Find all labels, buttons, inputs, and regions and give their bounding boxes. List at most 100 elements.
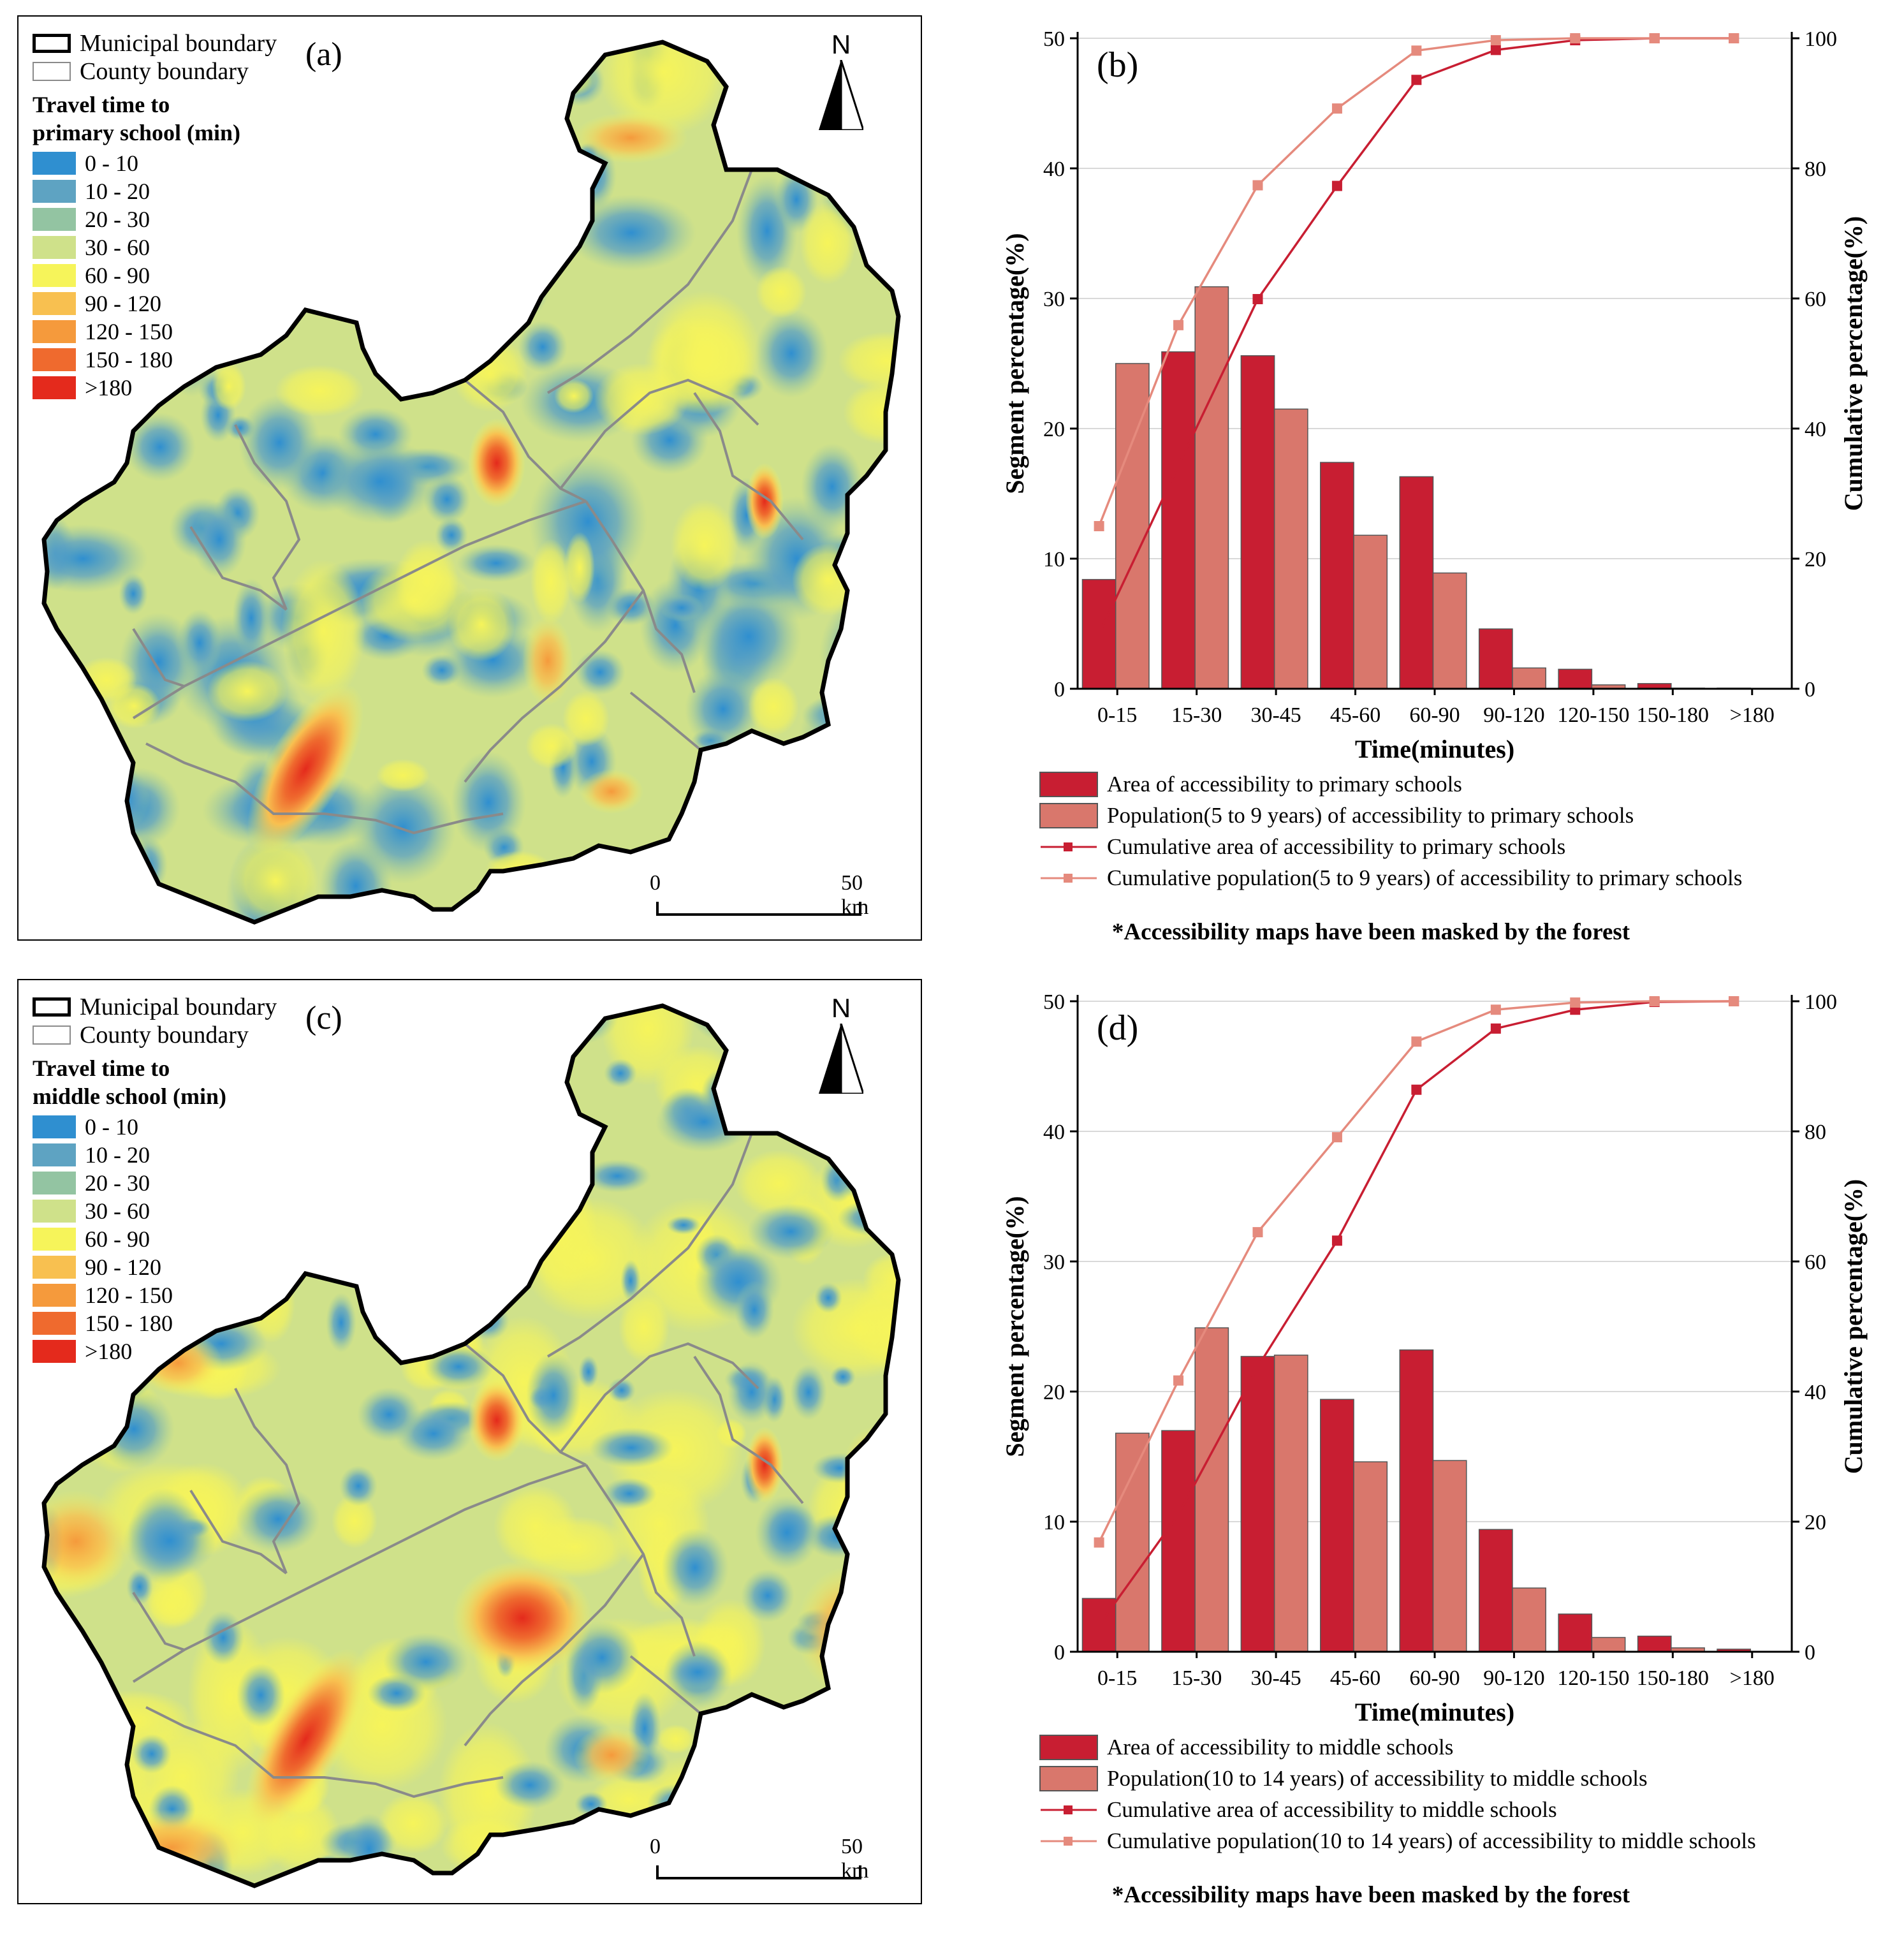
- texture-spot: [604, 1059, 637, 1088]
- texture-spot: [521, 1516, 628, 1578]
- legend-row-pop-bar: Population(5 to 9 years) of accessibilit…: [1039, 800, 1742, 831]
- texture-spot: [554, 379, 594, 413]
- legend-swatch-area: [1039, 1734, 1098, 1760]
- bar-area: [1478, 1529, 1513, 1652]
- legend-class-row: 0 - 10: [33, 149, 277, 177]
- legend-municipal-label: Municipal boundary: [80, 994, 277, 1020]
- legend-label-pop: Population(10 to 14 years) of accessibil…: [1107, 1765, 1648, 1791]
- texture-spot: [355, 1220, 377, 1256]
- map-a-legend: Municipal boundary County boundary Trave…: [33, 29, 277, 402]
- map-a-raster: [18, 17, 921, 939]
- cumulative-point: [1649, 33, 1660, 43]
- y2-tick-label: 100: [1805, 27, 1837, 51]
- cumulative-point: [1331, 103, 1342, 114]
- chart-panel-b: 0 10 20 30 40 50 0 20 40 60 80 100 0-15 15-30 30-45 45-…: [995, 13, 1894, 950]
- hotspot-south-center: [452, 1561, 592, 1675]
- texture-spot: [792, 543, 865, 616]
- legend-title-line1: Travel time to: [33, 92, 170, 117]
- texture-spot: [812, 1453, 868, 1483]
- texture-spot: [668, 1654, 727, 1690]
- legend-class-swatch: [33, 1256, 76, 1279]
- legend-row-area-bar: Area of accessibility to middle schools: [1039, 1731, 1756, 1763]
- legend-municipal-row: Municipal boundary: [33, 29, 277, 57]
- texture-spot: [465, 1006, 524, 1114]
- texture-spot: [657, 1724, 695, 1754]
- texture-spot: [466, 1301, 509, 1341]
- legend-class-row: 0 - 10: [33, 1113, 277, 1141]
- legend-class-row: 150 - 180: [33, 346, 277, 374]
- y2-tick-label: 60: [1805, 288, 1826, 311]
- cumulative-point: [1252, 1362, 1263, 1372]
- texture-spot: [728, 1361, 776, 1423]
- texture-spot: [495, 265, 548, 318]
- cumulative-point: [1173, 1509, 1184, 1520]
- texture-spot: [578, 1355, 599, 1388]
- legend-class-swatch: [33, 180, 76, 203]
- chart-b-svg: 0 10 20 30 40 50 0 20 40 60 80 100 0-15 15-30 30-45 45-…: [1000, 27, 1868, 763]
- y-tick-label: 40: [1043, 158, 1065, 181]
- y2-tick-label: 20: [1805, 1511, 1826, 1534]
- legend-class-row: 10 - 20: [33, 1141, 277, 1169]
- texture-spot: [123, 1503, 216, 1578]
- panel-label-a: (a): [305, 36, 342, 73]
- x-tick-label: 30-45: [1250, 703, 1301, 727]
- texture-spot: [236, 1485, 320, 1553]
- texture-spot: [837, 1659, 884, 1726]
- legend-title-line1: Travel time to: [33, 1055, 170, 1081]
- texture-spot: [376, 759, 430, 792]
- texture-spot: [44, 656, 78, 723]
- hotspot-east: [745, 1427, 784, 1503]
- x-tick-label: 60-90: [1409, 703, 1460, 727]
- x-tick-label: 60-90: [1409, 1666, 1460, 1690]
- north-letter: N: [831, 993, 851, 1023]
- y-tick-label: 50: [1043, 27, 1065, 51]
- bar-area: [1399, 476, 1434, 689]
- map-panel-a: Municipal boundary County boundary Trave…: [17, 15, 922, 941]
- texture-spot: [620, 1260, 641, 1302]
- bar-area: [1240, 1356, 1275, 1652]
- legend-class-label: 150 - 180: [85, 347, 173, 372]
- texture-spot: [76, 657, 137, 703]
- y-tick-label: 10: [1043, 548, 1065, 571]
- texture-spot: [741, 1043, 806, 1087]
- texture-spot: [124, 413, 196, 481]
- x-tick-label: 120-150: [1557, 1666, 1629, 1690]
- bar-population: [1432, 1460, 1467, 1652]
- texture-spot: [741, 1569, 795, 1622]
- legend-class-row: 90 - 120: [33, 1253, 277, 1281]
- legend-class-label: 90 - 120: [85, 291, 161, 316]
- legend-county-row: County boundary: [33, 57, 277, 85]
- legend-label-area: Area of accessibility to primary schools: [1107, 771, 1462, 797]
- legend-swatch-pop: [1039, 802, 1098, 828]
- legend-row-cum-area: Cumulative area of accessibility to midd…: [1039, 1794, 1756, 1825]
- hotspot-center: [468, 1379, 525, 1462]
- north-arrow-icon: [819, 59, 865, 131]
- texture-spot: [350, 772, 456, 884]
- legend-label-cum-pop: Cumulative population(5 to 9 years) of a…: [1107, 865, 1743, 890]
- y2-tick-label: 80: [1805, 1121, 1826, 1144]
- x-tick-label: 45-60: [1330, 703, 1380, 727]
- texture-spot: [790, 1364, 827, 1420]
- texture-spot: [126, 1568, 153, 1605]
- x-tick-label: 150-180: [1637, 1666, 1709, 1690]
- chart-b-legend: Area of accessibility to primary schools…: [1039, 768, 1742, 893]
- bar-area: [1240, 355, 1275, 689]
- orange-zone-south: [522, 616, 573, 705]
- legend-class-row: 60 - 90: [33, 1225, 277, 1253]
- y-tick-label: 50: [1043, 990, 1065, 1014]
- legend-class-swatch: [33, 320, 76, 343]
- texture-spot: [396, 1098, 464, 1167]
- bar-population: [1432, 572, 1467, 689]
- bar-population: [1353, 534, 1388, 689]
- legend-class-label: >180: [85, 1339, 133, 1364]
- y2-tick-label: 60: [1805, 1251, 1826, 1274]
- texture-spot: [608, 1378, 636, 1403]
- texture-spot: [410, 232, 464, 346]
- texture-spot: [566, 195, 696, 271]
- texture-spot: [456, 1279, 476, 1315]
- y2-tick-label: 0: [1805, 1641, 1815, 1665]
- y-tick-label: 20: [1043, 418, 1065, 441]
- legend-title: Travel time to middle school (min): [33, 1054, 277, 1110]
- legend-swatch-area: [1039, 771, 1098, 797]
- texture-spot: [526, 1352, 581, 1439]
